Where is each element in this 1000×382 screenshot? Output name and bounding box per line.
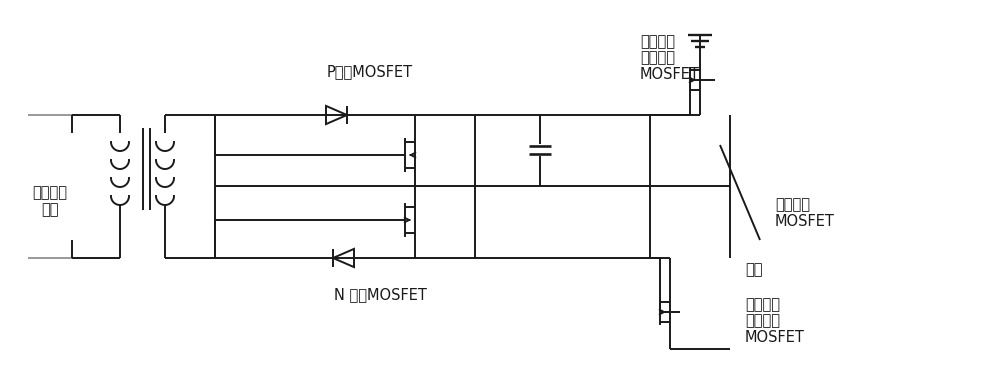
Text: 传统体硅: 传统体硅 [745, 298, 780, 312]
Text: 天线: 天线 [745, 262, 763, 277]
Text: MOSFET: MOSFET [640, 66, 700, 81]
Text: N 沟道MOSFET: N 沟道MOSFET [334, 288, 426, 303]
Text: 传统体硅: 传统体硅 [640, 34, 675, 50]
Text: 泄放高压: 泄放高压 [775, 197, 810, 212]
Text: MOSFET: MOSFET [745, 330, 805, 345]
Text: P沟道MOSFET: P沟道MOSFET [327, 65, 413, 79]
Text: 工艺高压: 工艺高压 [640, 50, 675, 65]
Text: 信号: 信号 [41, 202, 59, 217]
Text: MOSFET: MOSFET [775, 214, 835, 228]
Text: 输入控制: 输入控制 [33, 186, 68, 201]
Text: 工艺高压: 工艺高压 [745, 314, 780, 329]
